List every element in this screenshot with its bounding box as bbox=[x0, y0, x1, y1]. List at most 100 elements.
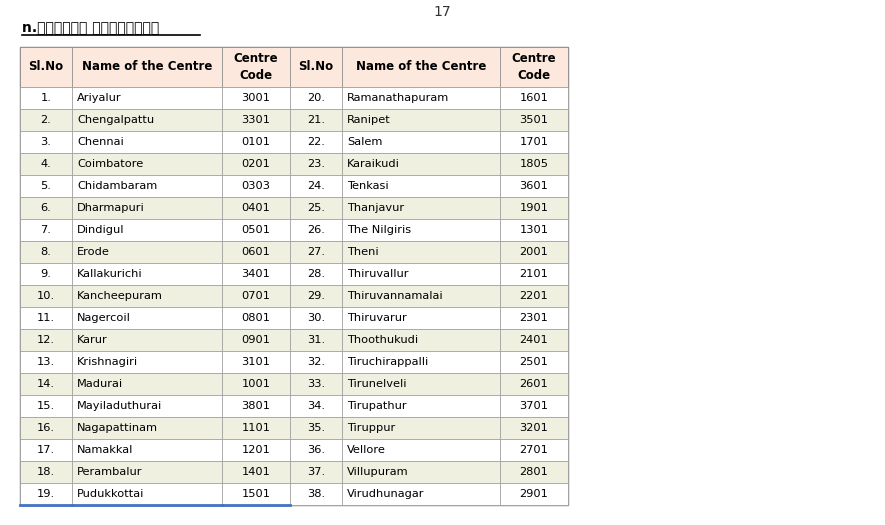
Bar bbox=[500, 307, 568, 329]
Text: 16.: 16. bbox=[37, 423, 55, 433]
Bar bbox=[290, 197, 342, 219]
Bar bbox=[222, 153, 290, 175]
Bar bbox=[72, 219, 222, 241]
Text: 32.: 32. bbox=[307, 357, 325, 367]
Text: 2601: 2601 bbox=[519, 379, 549, 389]
Text: 1101: 1101 bbox=[242, 423, 271, 433]
Bar bbox=[72, 373, 222, 395]
Bar bbox=[290, 241, 342, 263]
Text: 3801: 3801 bbox=[242, 401, 271, 411]
Text: 1401: 1401 bbox=[242, 467, 271, 477]
Text: 1701: 1701 bbox=[519, 137, 549, 147]
Text: 0501: 0501 bbox=[242, 225, 271, 235]
Text: 2701: 2701 bbox=[519, 445, 549, 455]
Bar bbox=[290, 109, 342, 131]
Bar bbox=[20, 439, 72, 461]
Bar bbox=[342, 351, 500, 373]
Bar bbox=[222, 241, 290, 263]
Bar bbox=[72, 285, 222, 307]
Bar bbox=[222, 87, 290, 109]
Bar bbox=[342, 219, 500, 241]
Bar bbox=[500, 329, 568, 351]
Bar bbox=[500, 241, 568, 263]
Bar bbox=[500, 197, 568, 219]
Text: 2.: 2. bbox=[41, 115, 51, 125]
Bar bbox=[222, 417, 290, 439]
Text: 2001: 2001 bbox=[519, 247, 549, 257]
Bar bbox=[72, 131, 222, 153]
Bar bbox=[342, 109, 500, 131]
Text: Erode: Erode bbox=[77, 247, 110, 257]
Bar bbox=[20, 219, 72, 241]
Bar bbox=[342, 197, 500, 219]
Text: 3301: 3301 bbox=[242, 115, 271, 125]
Text: 37.: 37. bbox=[307, 467, 325, 477]
Bar bbox=[342, 483, 500, 505]
Text: 1501: 1501 bbox=[242, 489, 271, 499]
Bar bbox=[500, 373, 568, 395]
Bar bbox=[20, 351, 72, 373]
Text: Salem: Salem bbox=[347, 137, 382, 147]
Text: 2901: 2901 bbox=[519, 489, 549, 499]
Text: 8.: 8. bbox=[41, 247, 51, 257]
Text: Chidambaram: Chidambaram bbox=[77, 181, 158, 191]
Bar bbox=[500, 219, 568, 241]
Text: Krishnagiri: Krishnagiri bbox=[77, 357, 138, 367]
Bar bbox=[20, 197, 72, 219]
Text: 20.: 20. bbox=[307, 93, 325, 103]
Bar bbox=[500, 109, 568, 131]
Bar bbox=[500, 439, 568, 461]
Bar bbox=[500, 285, 568, 307]
Bar bbox=[222, 131, 290, 153]
Text: 22.: 22. bbox=[307, 137, 325, 147]
Bar bbox=[20, 109, 72, 131]
Bar bbox=[342, 263, 500, 285]
Bar bbox=[500, 461, 568, 483]
Text: 0901: 0901 bbox=[242, 335, 271, 345]
Bar bbox=[72, 461, 222, 483]
Bar bbox=[500, 175, 568, 197]
Bar bbox=[20, 285, 72, 307]
Bar bbox=[342, 395, 500, 417]
Text: Virudhunagar: Virudhunagar bbox=[347, 489, 425, 499]
Text: 28.: 28. bbox=[307, 269, 325, 279]
Text: 1001: 1001 bbox=[242, 379, 271, 389]
Text: 13.: 13. bbox=[37, 357, 55, 367]
Text: 12.: 12. bbox=[37, 335, 55, 345]
Bar bbox=[222, 263, 290, 285]
Bar bbox=[20, 47, 568, 505]
Bar bbox=[20, 47, 72, 87]
Text: Coimbatore: Coimbatore bbox=[77, 159, 143, 169]
Text: 27.: 27. bbox=[307, 247, 325, 257]
Text: Tirunelveli: Tirunelveli bbox=[347, 379, 406, 389]
Bar bbox=[290, 47, 342, 87]
Text: 36.: 36. bbox=[307, 445, 325, 455]
Bar bbox=[290, 439, 342, 461]
Text: 2401: 2401 bbox=[519, 335, 549, 345]
Bar bbox=[342, 307, 500, 329]
Bar bbox=[222, 395, 290, 417]
Bar bbox=[222, 329, 290, 351]
Text: Kancheepuram: Kancheepuram bbox=[77, 291, 163, 301]
Bar bbox=[500, 47, 568, 87]
Text: Vellore: Vellore bbox=[347, 445, 386, 455]
Bar bbox=[342, 87, 500, 109]
Bar bbox=[290, 417, 342, 439]
Text: Perambalur: Perambalur bbox=[77, 467, 142, 477]
Text: Villupuram: Villupuram bbox=[347, 467, 409, 477]
Bar bbox=[222, 483, 290, 505]
Text: 11.: 11. bbox=[37, 313, 55, 323]
Text: Thiruvallur: Thiruvallur bbox=[347, 269, 409, 279]
Bar bbox=[290, 307, 342, 329]
Text: Thanjavur: Thanjavur bbox=[347, 203, 404, 213]
Bar bbox=[72, 263, 222, 285]
Text: Thoothukudi: Thoothukudi bbox=[347, 335, 418, 345]
Text: Chengalpattu: Chengalpattu bbox=[77, 115, 154, 125]
Text: The Nilgiris: The Nilgiris bbox=[347, 225, 412, 235]
Text: 10.: 10. bbox=[37, 291, 55, 301]
Bar bbox=[342, 153, 500, 175]
Text: Madurai: Madurai bbox=[77, 379, 123, 389]
Bar bbox=[72, 483, 222, 505]
Bar bbox=[222, 197, 290, 219]
Bar bbox=[342, 131, 500, 153]
